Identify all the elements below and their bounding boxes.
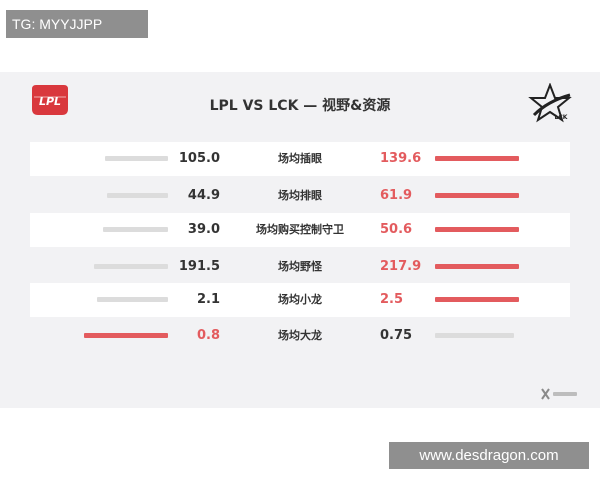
watermark-top: TG: MYYJJPP xyxy=(6,10,148,38)
stat-label: 场均大龙 xyxy=(278,329,322,342)
lpl-value: 105.0 xyxy=(178,151,220,166)
lpl-value: 44.9 xyxy=(187,188,220,203)
lck-value: 2.5 xyxy=(380,292,404,307)
svg-text:LPL: LPL xyxy=(39,95,61,108)
lpl-value: 39.0 xyxy=(187,222,220,237)
lck-value: 217.9 xyxy=(380,259,422,274)
stat-row: 39.0 场均购买控制守卫 50.6 xyxy=(30,213,570,247)
lck-value: 61.9 xyxy=(380,188,413,203)
source-credit xyxy=(541,388,577,400)
lpl-bar xyxy=(103,227,168,232)
lck-value: 50.6 xyxy=(380,222,413,237)
chart-title: LPL VS LCK — 视野&资源 xyxy=(209,98,391,114)
lpl-value: 2.1 xyxy=(196,292,220,307)
svg-text:LCK: LCK xyxy=(555,114,568,121)
lck-bar xyxy=(435,264,519,269)
lck-value: 0.75 xyxy=(380,328,413,343)
lck-bar xyxy=(435,227,519,232)
lck-logo: LCK xyxy=(528,83,572,123)
stat-row: 105.0 场均插眼 139.6 xyxy=(30,142,570,176)
stat-label: 场均野怪 xyxy=(278,260,322,273)
lck-bar xyxy=(435,333,514,338)
stat-label: 场均购买控制守卫 xyxy=(256,223,344,236)
stat-row: 44.9 场均排眼 61.9 xyxy=(30,179,570,213)
lpl-bar xyxy=(97,297,168,302)
stat-row: 2.1 场均小龙 2.5 xyxy=(30,283,570,317)
stat-row: 191.5 场均野怪 217.9 xyxy=(30,250,570,284)
stat-label: 场均排眼 xyxy=(278,189,322,202)
lck-bar xyxy=(435,297,519,302)
lpl-bar xyxy=(84,333,168,338)
lck-bar xyxy=(435,193,519,198)
lpl-bar xyxy=(105,156,168,161)
watermark-bottom: www.desdragon.com xyxy=(389,442,589,469)
lck-value: 139.6 xyxy=(380,151,422,166)
stat-row: 0.8 场均大龙 0.75 xyxy=(30,319,570,353)
stat-label: 场均插眼 xyxy=(278,152,322,165)
lpl-bar xyxy=(94,264,168,269)
lpl-value: 0.8 xyxy=(196,328,220,343)
stat-label: 场均小龙 xyxy=(278,293,322,306)
lpl-value: 191.5 xyxy=(178,259,220,274)
lpl-bar xyxy=(107,193,168,198)
lpl-logo: LPL xyxy=(32,85,68,115)
lck-bar xyxy=(435,156,519,161)
